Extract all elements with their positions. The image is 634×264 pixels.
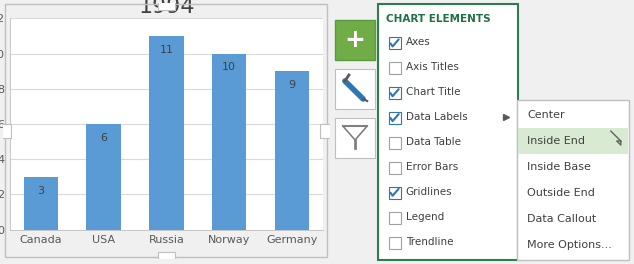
- Bar: [389, 162, 401, 174]
- Text: Data Callout: Data Callout: [527, 214, 597, 224]
- Bar: [389, 212, 401, 224]
- Text: Axis Titles: Axis Titles: [406, 62, 458, 72]
- Text: CHART ELEMENTS: CHART ELEMENTS: [387, 14, 491, 24]
- Bar: [389, 237, 401, 248]
- Text: +: +: [345, 28, 365, 52]
- Text: Error Bars: Error Bars: [406, 162, 458, 172]
- Text: Data Table: Data Table: [406, 137, 461, 147]
- Text: Axes: Axes: [406, 37, 430, 48]
- Bar: [0, 124, 11, 138]
- Bar: [389, 187, 401, 199]
- Text: Trendline: Trendline: [406, 237, 453, 247]
- Bar: [275, 71, 309, 230]
- Text: 10: 10: [222, 63, 236, 73]
- Text: Outside End: Outside End: [527, 188, 595, 198]
- Text: Chart Title: Chart Title: [406, 87, 460, 97]
- Text: Gridlines: Gridlines: [406, 187, 453, 197]
- Bar: [24, 177, 58, 230]
- Bar: [335, 69, 375, 109]
- Bar: [389, 137, 401, 149]
- Bar: [335, 118, 375, 158]
- Text: Inside Base: Inside Base: [527, 162, 592, 172]
- Bar: [378, 4, 519, 260]
- Bar: [320, 124, 336, 138]
- Title: 1994: 1994: [138, 0, 195, 17]
- Bar: [86, 124, 121, 230]
- Bar: [149, 36, 184, 230]
- Text: Inside End: Inside End: [527, 136, 585, 146]
- Bar: [517, 100, 629, 260]
- Bar: [389, 112, 401, 124]
- Bar: [389, 87, 401, 99]
- Bar: [158, 252, 174, 264]
- Text: 9: 9: [288, 80, 295, 90]
- Bar: [519, 128, 628, 154]
- Text: More Options...: More Options...: [527, 240, 612, 250]
- Text: 3: 3: [37, 186, 44, 196]
- Bar: [335, 20, 375, 60]
- Bar: [389, 62, 401, 74]
- Text: 11: 11: [159, 45, 174, 55]
- Bar: [389, 37, 401, 49]
- Text: Center: Center: [527, 110, 565, 120]
- Text: 6: 6: [100, 133, 107, 143]
- Text: Legend: Legend: [406, 212, 444, 222]
- Bar: [158, 0, 174, 10]
- Text: Data Labels: Data Labels: [406, 112, 467, 122]
- Bar: [212, 54, 247, 230]
